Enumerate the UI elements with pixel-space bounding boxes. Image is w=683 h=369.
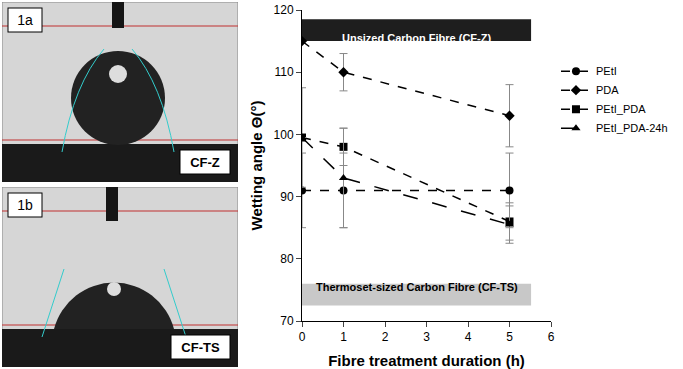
svg-text:CF-Z: CF-Z [190, 155, 220, 170]
svg-text:PDA: PDA [596, 84, 619, 96]
svg-text:2: 2 [382, 330, 389, 344]
svg-text:1: 1 [340, 330, 347, 344]
svg-text:3: 3 [423, 330, 430, 344]
svg-text:Unsized Carbon Fibre (CF-Z): Unsized Carbon Fibre (CF-Z) [342, 32, 491, 44]
svg-text:5: 5 [506, 330, 513, 344]
svg-text:PEtI_PDA-24h: PEtI_PDA-24h [596, 122, 668, 134]
svg-text:CF-TS: CF-TS [181, 340, 220, 355]
svg-text:0: 0 [299, 330, 306, 344]
svg-text:80: 80 [280, 252, 294, 266]
svg-text:Wetting angle Θ(°): Wetting angle Θ(°) [248, 101, 265, 231]
svg-text:Fibre treatment duration (h): Fibre treatment duration (h) [328, 352, 525, 369]
svg-text:1a: 1a [17, 12, 33, 28]
svg-text:1b: 1b [17, 197, 33, 213]
svg-text:Thermoset-sized Carbon Fibre (: Thermoset-sized Carbon Fibre (CF-TS) [316, 281, 518, 293]
svg-text:PEtI: PEtI [596, 65, 617, 77]
svg-text:PEtI_PDA: PEtI_PDA [596, 103, 646, 115]
svg-text:90: 90 [280, 190, 294, 204]
svg-text:6: 6 [548, 330, 555, 344]
svg-text:110: 110 [274, 65, 293, 79]
svg-text:100: 100 [274, 128, 294, 142]
svg-text:4: 4 [465, 330, 472, 344]
svg-text:70: 70 [280, 314, 294, 328]
svg-text:120: 120 [274, 3, 294, 17]
